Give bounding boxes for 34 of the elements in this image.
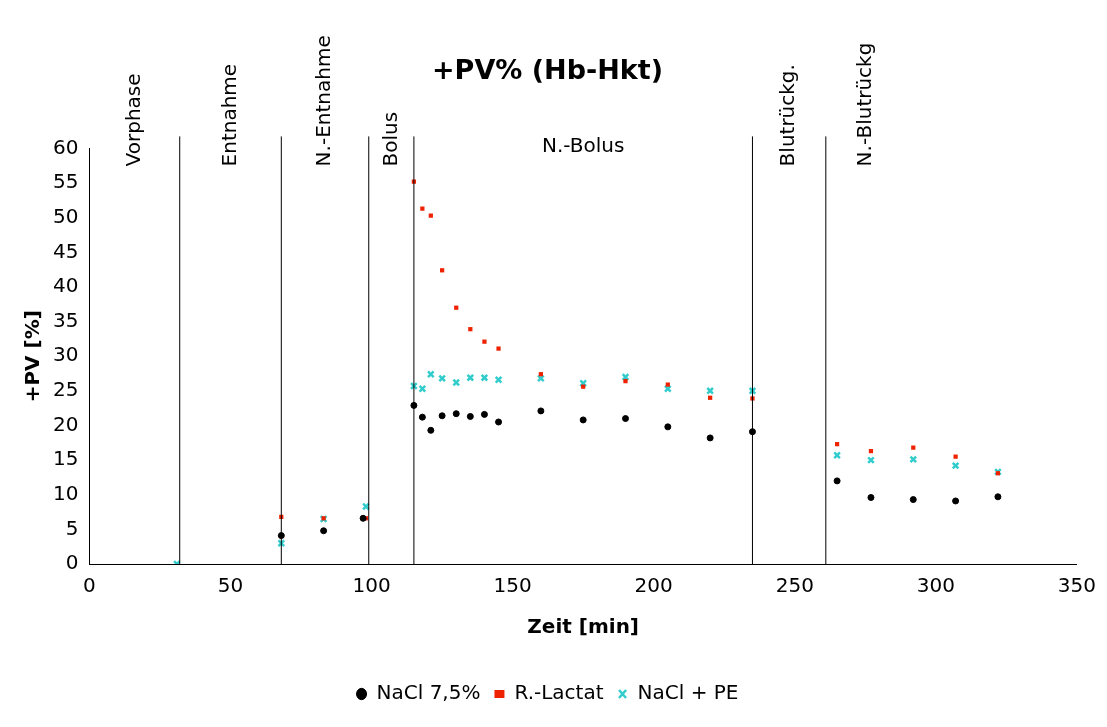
x-axis-title: Zeit [min]	[527, 614, 640, 639]
annotation: Vorphase	[120, 73, 145, 167]
x-tick-label: 0	[83, 573, 96, 598]
x-tick-label: 50	[217, 573, 244, 598]
y-tick-label: 30	[53, 342, 79, 367]
y-tick-label: 55	[53, 169, 79, 194]
y-tick-label: 35	[53, 307, 79, 332]
annotation: Blutrückg.	[775, 64, 800, 167]
annotation: N.-Bolus	[541, 132, 625, 157]
y-tick-label: 60	[53, 134, 79, 159]
x-tick-label: 200	[634, 573, 673, 598]
y-tick-label: 40	[53, 273, 79, 298]
legend-label: NaCl + PE	[637, 680, 739, 705]
y-tick-label: 10	[53, 480, 79, 505]
legend-label: NaCl 7,5%	[376, 680, 481, 705]
y-tick-label: 25	[53, 377, 79, 402]
x-tick-label: 150	[493, 573, 532, 598]
chart-title: +PV% (Hb-Hkt)	[431, 54, 664, 86]
x-tick-label: 250	[775, 573, 814, 598]
y-tick-label: 45	[53, 238, 79, 263]
y-tick-label: 5	[65, 515, 79, 540]
y-tick-label: 50	[53, 203, 79, 228]
x-tick-label: 100	[352, 573, 391, 598]
annotation: N.-Entnahme	[311, 35, 336, 167]
x-tick-label: 300	[916, 573, 955, 598]
annotation: N.-Blutrückg	[852, 42, 877, 167]
y-tick-label: 20	[53, 411, 79, 436]
legend-label: R.-Lactat	[514, 680, 604, 705]
y-axis-title: +PV [%]	[20, 310, 45, 403]
y-tick-label: 15	[53, 446, 79, 471]
y-tick-label: 0	[65, 550, 79, 575]
annotation: Bolus	[377, 111, 402, 167]
annotation: Entnahme	[216, 63, 241, 167]
x-tick-label: 350	[1057, 573, 1097, 598]
